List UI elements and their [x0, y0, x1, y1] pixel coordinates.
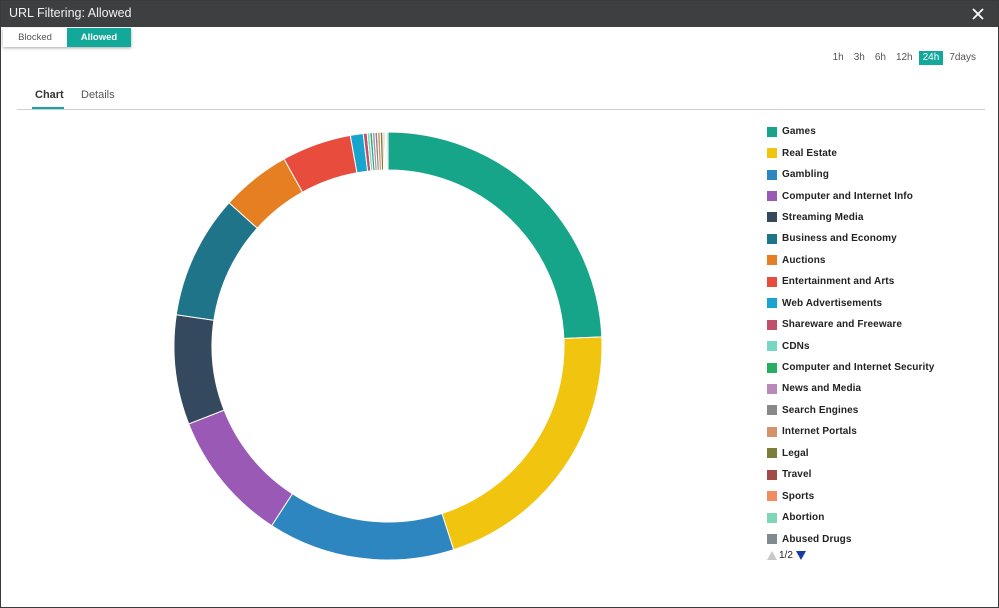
legend-swatch	[767, 469, 777, 480]
chart-legend: Games Real Estate Gambling Computer and Int…	[767, 121, 934, 550]
legend-item-sports[interactable]: Sports	[767, 485, 934, 506]
legend-swatch	[767, 298, 777, 309]
legend-swatch	[767, 233, 777, 244]
legend-item-abused-drugs[interactable]: Abused Drugs	[767, 528, 934, 549]
legend-swatch	[767, 169, 777, 180]
range-24h[interactable]: 24h	[918, 51, 944, 65]
legend-swatch	[767, 255, 777, 266]
legend-label: Sports	[782, 490, 815, 502]
legend-label: CDNs	[782, 340, 810, 352]
legend-page-indicator: 1/2	[779, 550, 793, 561]
legend-label: Gambling	[782, 169, 829, 181]
legend-swatch	[767, 362, 777, 373]
legend-swatch	[767, 341, 777, 352]
legend-item-search-engines[interactable]: Search Engines	[767, 400, 934, 421]
legend-item-internet-portals[interactable]: Internet Portals	[767, 421, 934, 442]
legend-label: Shareware and Freeware	[782, 319, 903, 331]
legend-label: Web Advertisements	[782, 297, 883, 309]
legend-label: Search Engines	[782, 404, 859, 416]
legend-item-real-estate[interactable]: Real Estate	[767, 142, 934, 163]
blocked-toggle-button[interactable]: Blocked	[3, 28, 67, 47]
legend-label: Internet Portals	[782, 426, 857, 438]
donut-slice-real-estate[interactable]	[441, 336, 603, 551]
legend-item-auctions[interactable]: Auctions	[767, 250, 934, 271]
legend-swatch	[767, 212, 777, 223]
close-icon[interactable]	[968, 4, 988, 24]
donut-slice-gambling[interactable]	[271, 493, 455, 561]
legend-swatch	[767, 491, 777, 502]
range-1h[interactable]: 1h	[832, 52, 844, 63]
legend-swatch	[767, 191, 777, 202]
legend-item-shareware-and-freeware[interactable]: Shareware and Freeware	[767, 314, 934, 335]
legend-item-games[interactable]: Games	[767, 121, 934, 142]
view-tabs: Chart Details	[17, 89, 985, 110]
range-7days[interactable]: 7days	[949, 52, 976, 63]
donut-slice-computer-and-internet-info[interactable]	[188, 409, 294, 527]
tab-details[interactable]: Details	[81, 89, 115, 101]
legend-swatch	[767, 148, 777, 159]
legend-swatch	[767, 426, 777, 437]
legend-item-streaming-media[interactable]: Streaming Media	[767, 207, 934, 228]
prev-page-icon[interactable]	[767, 551, 777, 560]
legend-pager: 1/2	[767, 550, 806, 561]
legend-item-entertainment-and-arts[interactable]: Entertainment and Arts	[767, 271, 934, 292]
legend-swatch	[767, 405, 777, 416]
legend-swatch	[767, 512, 777, 523]
legend-label: Games	[782, 126, 816, 138]
range-3h[interactable]: 3h	[853, 52, 865, 63]
legend-label: Entertainment and Arts	[782, 276, 895, 288]
legend-label: Auctions	[782, 254, 826, 266]
legend-item-web-advertisements[interactable]: Web Advertisements	[767, 293, 934, 314]
range-12h[interactable]: 12h	[895, 52, 913, 63]
legend-label: Computer and Internet Security	[782, 362, 935, 374]
legend-label: Real Estate	[782, 147, 838, 159]
donut-slice-abused-drugs[interactable]	[386, 131, 389, 171]
active-tab-indicator	[32, 107, 64, 109]
legend-swatch	[767, 319, 777, 330]
donut-slice-games[interactable]	[387, 131, 603, 339]
legend-label: Abused Drugs	[782, 533, 852, 545]
legend-label: Travel	[782, 469, 812, 481]
blocked-allowed-toggle: Blocked Allowed	[3, 28, 131, 47]
dialog-titlebar: URL Filtering: Allowed	[1, 1, 998, 27]
legend-swatch	[767, 534, 777, 545]
legend-label: Computer and Internet Info	[782, 190, 913, 202]
legend-swatch	[767, 383, 777, 394]
next-page-icon[interactable]	[795, 551, 806, 560]
legend-item-news-and-media[interactable]: News and Media	[767, 378, 934, 399]
tab-chart[interactable]: Chart	[35, 89, 64, 101]
legend-item-computer-and-internet-security[interactable]: Computer and Internet Security	[767, 357, 934, 378]
legend-item-cdns[interactable]: CDNs	[767, 335, 934, 356]
legend-swatch	[767, 126, 777, 137]
legend-label: Business and Economy	[782, 233, 897, 245]
allowed-toggle-button[interactable]: Allowed	[67, 28, 131, 47]
donut-slice-business-and-economy[interactable]	[175, 202, 258, 321]
legend-label: Legal	[782, 447, 809, 459]
legend-label: Streaming Media	[782, 211, 864, 223]
dialog-title: URL Filtering: Allowed	[9, 6, 132, 20]
legend-label: Abortion	[782, 512, 825, 524]
legend-item-computer-and-internet-info[interactable]: Computer and Internet Info	[767, 185, 934, 206]
legend-item-legal[interactable]: Legal	[767, 443, 934, 464]
donut-slice-streaming-media[interactable]	[173, 314, 225, 425]
legend-swatch	[767, 448, 777, 459]
legend-item-gambling[interactable]: Gambling	[767, 164, 934, 185]
time-range-selector: 1h 3h 6h 12h 24h 7days	[827, 51, 980, 65]
legend-label: News and Media	[782, 383, 862, 395]
legend-item-business-and-economy[interactable]: Business and Economy	[767, 228, 934, 249]
range-6h[interactable]: 6h	[874, 52, 886, 63]
legend-item-abortion[interactable]: Abortion	[767, 507, 934, 528]
legend-item-travel[interactable]: Travel	[767, 464, 934, 485]
legend-swatch	[767, 276, 777, 287]
